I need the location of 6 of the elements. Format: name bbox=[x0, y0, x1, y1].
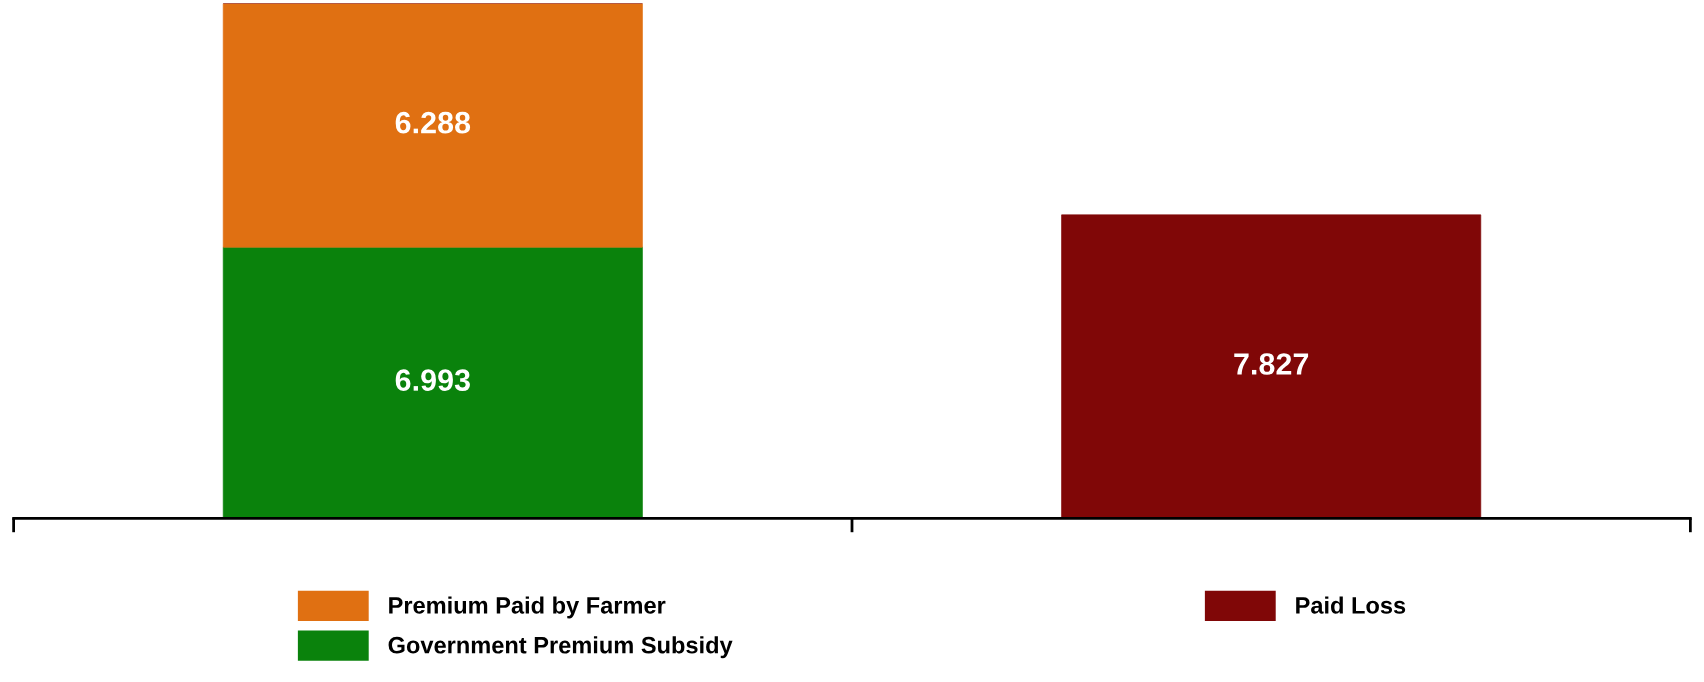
data-label: 7.827 bbox=[1234, 353, 1309, 375]
data-label: 6.993 bbox=[395, 369, 470, 391]
legend-label: Government Premium Subsidy bbox=[388, 636, 733, 659]
data-label: 6.288 bbox=[395, 111, 471, 134]
legend-label: Paid Loss bbox=[1296, 596, 1406, 614]
legend-label: Premium Paid by Farmer bbox=[389, 596, 666, 619]
